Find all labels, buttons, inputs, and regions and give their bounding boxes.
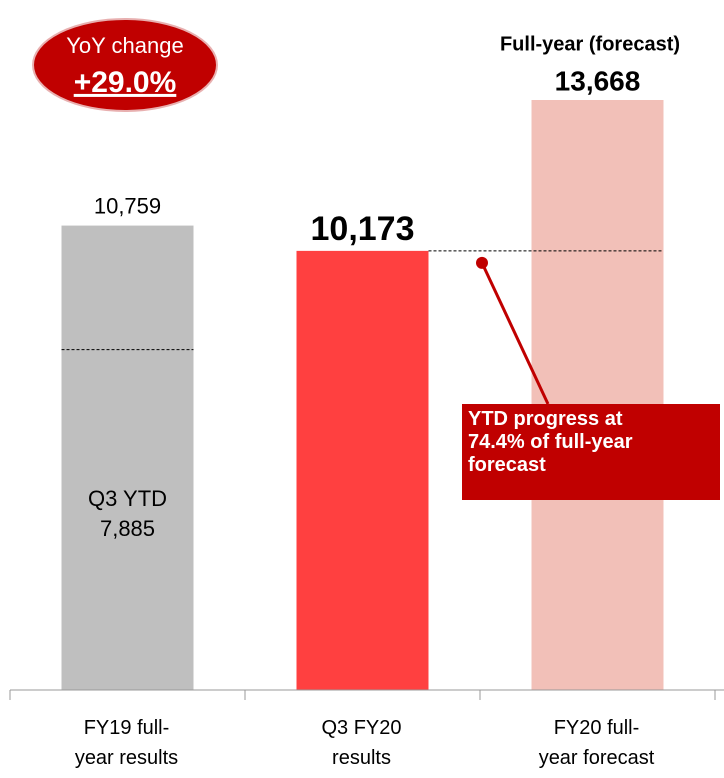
x-tick-label: FY20 full- year forecast bbox=[538, 717, 655, 769]
ytd-label: 7,885 bbox=[100, 516, 155, 541]
ytd-title: Q3 YTD bbox=[88, 486, 167, 511]
yoy-badge bbox=[32, 18, 218, 112]
bar bbox=[296, 250, 429, 690]
forecast-title: Full-year (forecast) bbox=[500, 33, 680, 55]
callout-dot bbox=[476, 256, 488, 269]
callout-pointer bbox=[480, 262, 550, 405]
value-label: 13,668 bbox=[555, 65, 641, 96]
progress-callout: YTD progress at 74.4% of full-year forec… bbox=[462, 404, 720, 500]
value-label: 10,173 bbox=[311, 210, 415, 248]
x-tick-label: FY19 full- year results bbox=[74, 717, 179, 769]
bar bbox=[531, 100, 664, 690]
x-tick-label: Q3 FY20 results bbox=[321, 717, 402, 769]
bar bbox=[61, 225, 194, 690]
yoy-label: +29.0% bbox=[74, 66, 177, 99]
value-label: 10,759 bbox=[94, 193, 161, 218]
yoy-title: YoY change bbox=[66, 33, 183, 58]
